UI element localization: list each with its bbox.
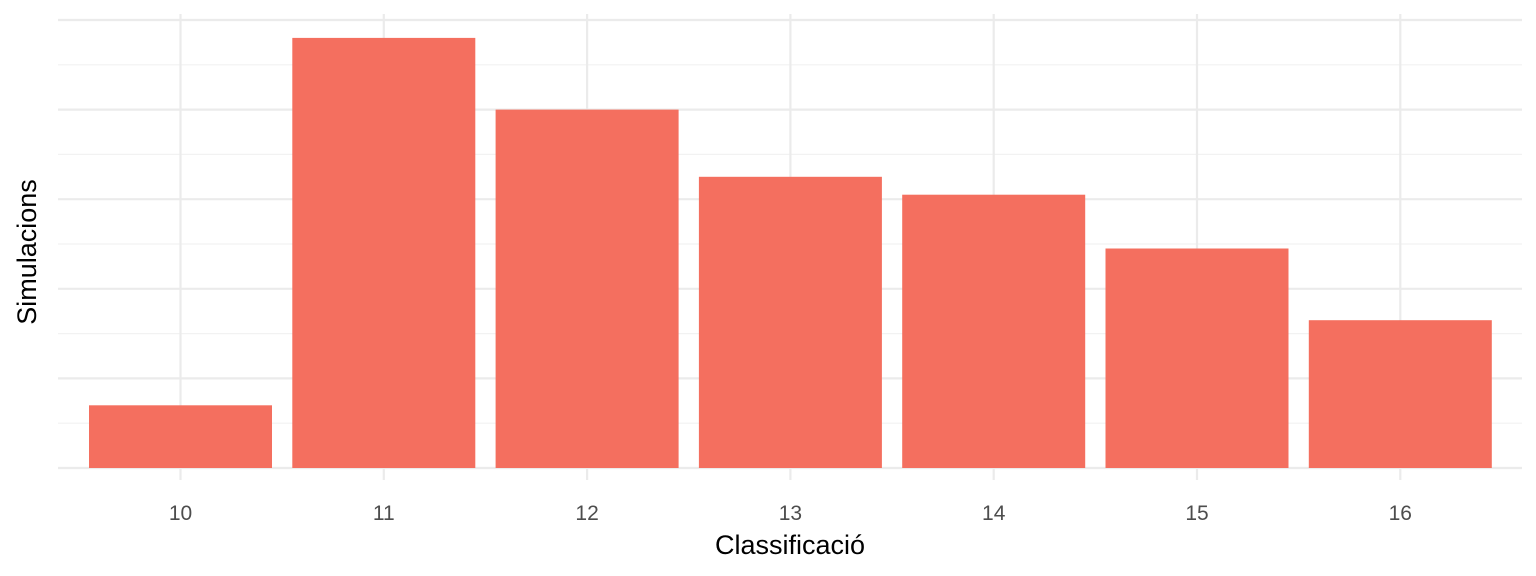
bar-16 (1308, 320, 1492, 468)
bar-14 (902, 194, 1086, 468)
bar-15 (1105, 248, 1289, 468)
x-axis-title: Classificació (715, 530, 865, 560)
x-tick-label: 14 (982, 502, 1006, 525)
x-tick-label: 12 (575, 502, 598, 525)
x-tick-labels: 10 11 12 13 14 15 16 (169, 502, 1412, 525)
x-tick-label: 10 (169, 502, 192, 525)
bar-13 (698, 176, 882, 469)
x-tick-label: 16 (1389, 502, 1412, 525)
x-tick-label: 15 (1185, 502, 1208, 525)
y-axis-title: Simulacions (12, 179, 42, 325)
x-tick-label: 11 (373, 502, 395, 525)
bar-11 (292, 37, 476, 469)
bars (89, 37, 1492, 469)
bar-10 (89, 405, 272, 468)
bar-12 (495, 109, 679, 468)
x-tick-label: 13 (779, 502, 802, 525)
